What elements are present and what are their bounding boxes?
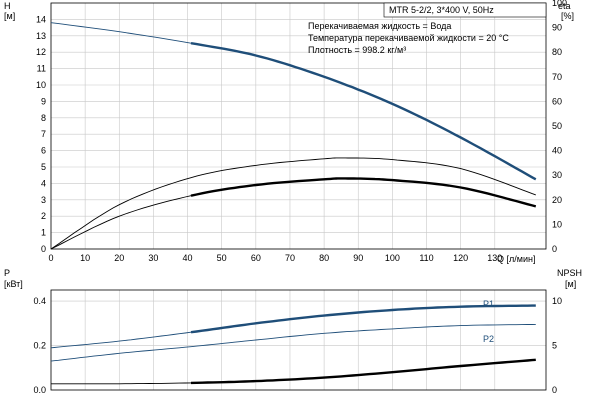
x-tick-label: 40 [183, 253, 193, 263]
x-tick-label: 10 [80, 253, 90, 263]
bottom-tick-labels: 0.0 0.2 0.4 0 5 10 [33, 296, 562, 395]
y-right-tick-label: 30 [552, 170, 562, 180]
y-left-tick-label: 2 [41, 211, 46, 221]
series-line-0-thick [190, 42, 537, 181]
x-tick-label: 70 [285, 253, 295, 263]
x-tick-label: 90 [353, 253, 363, 263]
y-left-tick-label: 6 [41, 146, 46, 156]
p-axis-unit: [кВт] [4, 279, 23, 289]
y-left-tick-label: 12 [36, 47, 46, 57]
y-left-tick-label: 9 [41, 96, 46, 106]
top-tick-labels: 0123456789101112131401020304050607080901… [36, 0, 567, 263]
y-right-axis-unit: [%] [561, 11, 574, 21]
x-tick-label: 20 [114, 253, 124, 263]
y-left-tick-label: 11 [37, 64, 46, 74]
y-right-tick-label: 70 [552, 72, 562, 82]
y-right-tick-label: 20 [552, 195, 562, 205]
series-line-1-thin [50, 323, 536, 362]
npsh-axis-unit: [м] [565, 279, 576, 289]
head-efficiency-panel: 0123456789101112131401020304050607080901… [4, 0, 574, 264]
x-tick-label: 30 [148, 253, 158, 263]
x-axis-label: Q [л/мин] [497, 254, 535, 264]
y-right-tick-label: 10 [552, 296, 562, 306]
x-tick-label: 60 [251, 253, 261, 263]
y-left-tick-label: 10 [36, 80, 46, 90]
y-right-tick-label: 90 [552, 23, 562, 33]
y-right-tick-label: 60 [552, 96, 562, 106]
y-left-tick-label: 0.0 [33, 385, 46, 395]
note-temperature: Температура перекачиваемой жидкости = 20… [308, 33, 509, 43]
y-left-tick-label: 4 [41, 178, 46, 188]
series-line-0-thin [50, 22, 192, 44]
y-right-tick-label: 10 [552, 219, 562, 229]
npsh-axis-label: NPSH [557, 268, 582, 278]
y-right-tick-label: 0 [552, 385, 557, 395]
y-right-tick-label: 5 [552, 341, 557, 351]
y-left-tick-label: 1 [41, 228, 46, 238]
bottom-series-layer [50, 304, 536, 385]
y-left-tick-label: 14 [36, 14, 46, 24]
series-line-1-thin [50, 157, 536, 250]
x-tick-label: 80 [319, 253, 329, 263]
note-liquid: Перекачиваемая жидкость = Вода [308, 21, 451, 31]
bottom-plot-frame [50, 289, 547, 391]
series-label-p1: P1 [483, 299, 494, 309]
y-right-tick-label: 40 [552, 146, 562, 156]
x-tick-label: 0 [48, 253, 53, 263]
title-box [383, 2, 547, 18]
series-line-2-thick [190, 177, 537, 208]
series-label-p2: P2 [483, 334, 494, 344]
x-tick-label: 50 [217, 253, 227, 263]
y-right-tick-label: 80 [552, 47, 562, 57]
y-left-tick-label: 0.4 [33, 296, 46, 306]
y-left-axis-unit: [м] [4, 11, 15, 21]
x-tick-label: 100 [385, 253, 400, 263]
y-left-tick-label: 8 [41, 113, 46, 123]
y-left-tick-label: 0 [41, 244, 46, 254]
power-npsh-panel: 0.0 0.2 0.4 0 5 10 P [кВт] NPSH [м] P1 P2 [4, 268, 582, 395]
y-left-tick-label: 0.2 [33, 341, 46, 351]
p-axis-label: P [4, 268, 10, 278]
y-right-tick-label: 0 [552, 244, 557, 254]
y-right-axis-label: eta [558, 1, 571, 11]
y-left-axis-label: H [4, 1, 11, 11]
y-right-tick-label: 50 [552, 121, 562, 131]
series-line-0-thick [190, 304, 536, 334]
series-line-0-thin [50, 331, 192, 349]
chart-title: MTR 5-2/2, 3*400 V, 50Hz [389, 5, 494, 15]
x-tick-label: 110 [419, 253, 433, 263]
y-right-tick-label: 100 [552, 0, 567, 8]
series-line-2-thin [50, 195, 192, 250]
y-left-tick-label: 7 [41, 129, 46, 139]
top-plot-frame [50, 2, 547, 250]
series-line-2-thin [51, 382, 192, 385]
top-grid [50, 3, 546, 250]
y-left-tick-label: 13 [36, 31, 46, 41]
x-tick-label: 120 [453, 253, 468, 263]
note-density: Плотность = 998.2 кг/м³ [308, 45, 406, 55]
top-series-layer [50, 22, 537, 250]
x-tick-label: 130 [487, 253, 502, 263]
y-left-tick-label: 3 [41, 195, 46, 205]
y-left-tick-label: 5 [41, 162, 46, 172]
series-line-2-thick [190, 358, 536, 385]
